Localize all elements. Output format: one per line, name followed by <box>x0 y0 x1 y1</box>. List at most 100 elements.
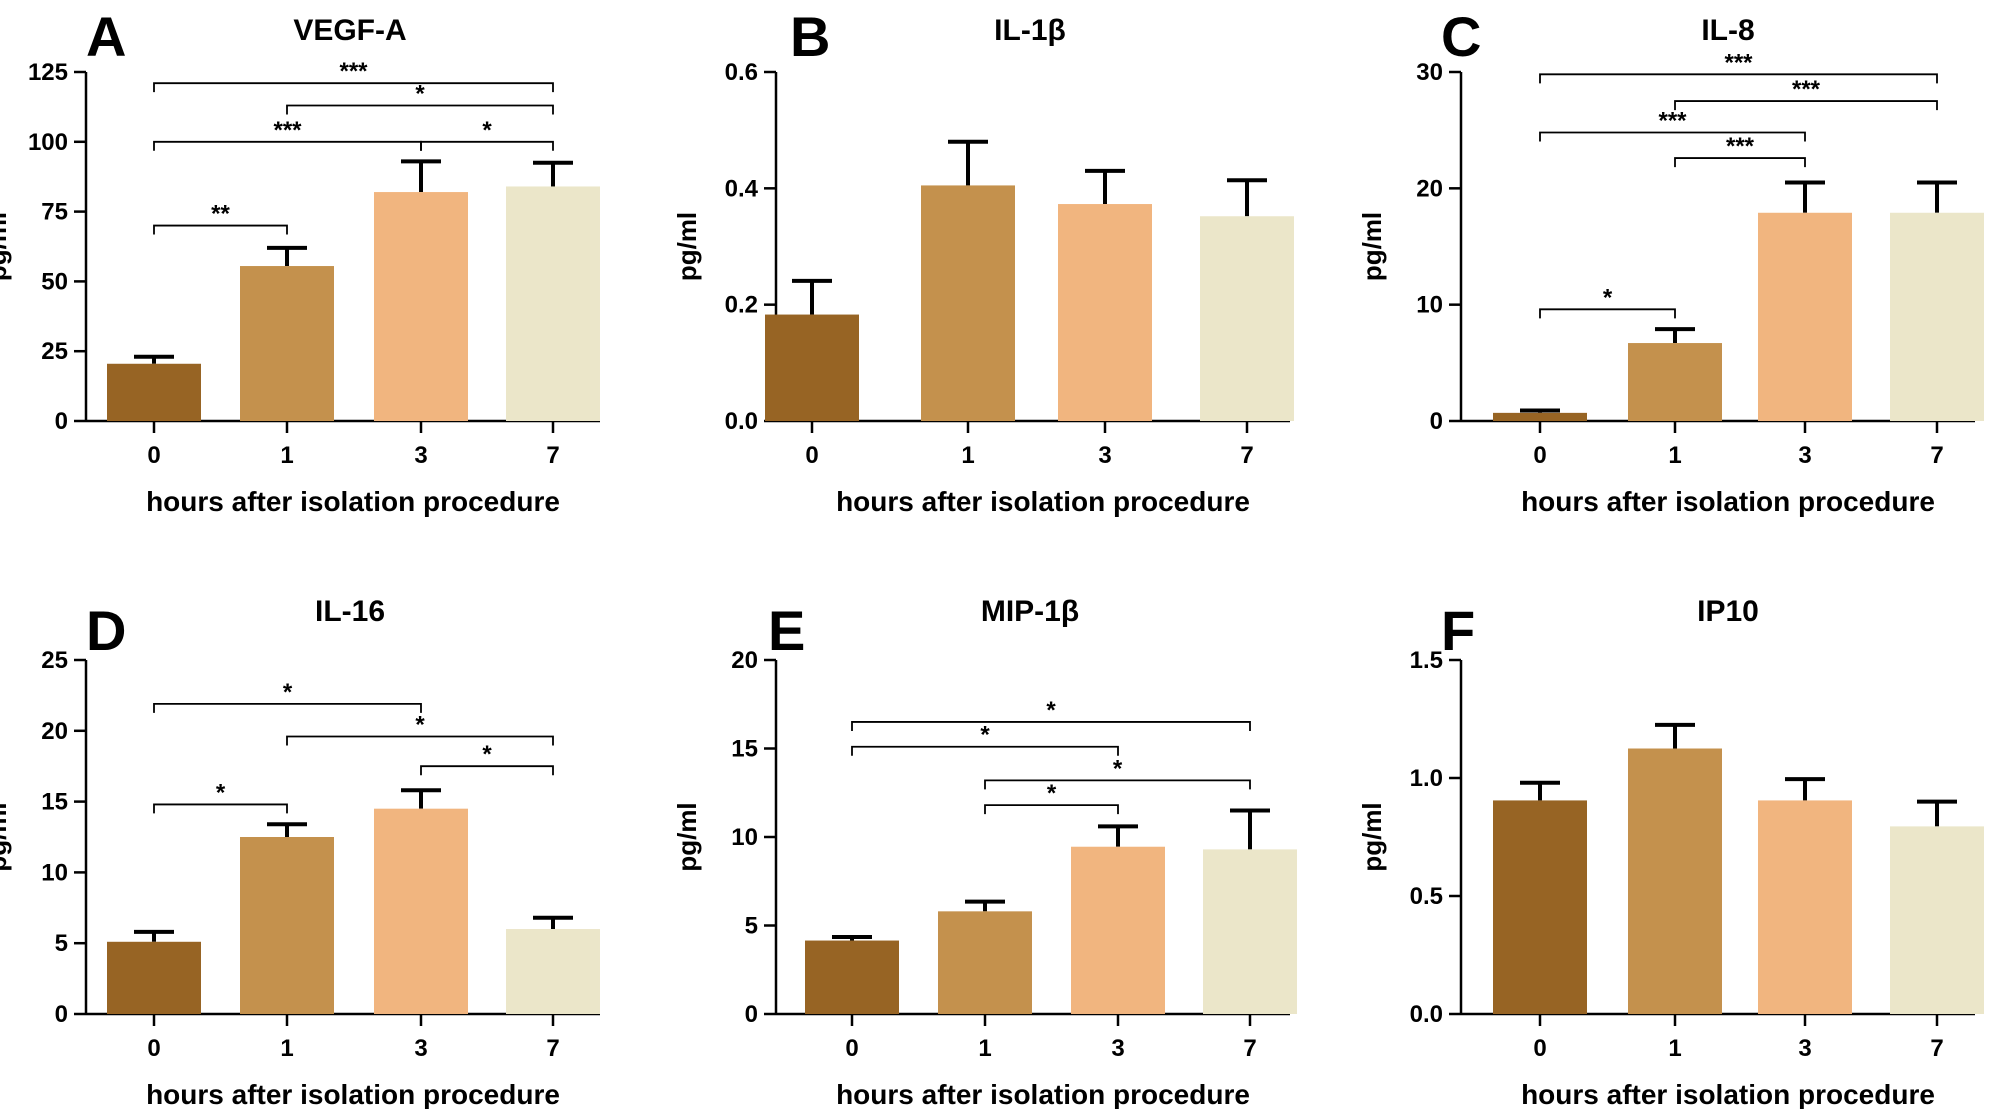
bar-7 <box>506 186 600 421</box>
bar-1 <box>1628 748 1722 1014</box>
y-tick-label: 15 <box>731 736 758 763</box>
significance-label: *** <box>1792 76 1821 103</box>
panel-letter: E <box>768 599 805 662</box>
bar-0 <box>765 314 859 421</box>
significance-bracket <box>153 224 288 235</box>
bar-1 <box>1628 343 1722 421</box>
x-tick-label: 3 <box>1798 442 1811 469</box>
y-tick-label: 25 <box>41 338 68 365</box>
bar-7 <box>1890 212 1984 421</box>
significance-label: *** <box>339 58 368 85</box>
significance-label: * <box>482 741 492 768</box>
significance-label: * <box>1047 780 1057 807</box>
significance-bracket <box>1539 308 1676 319</box>
bar-0 <box>1493 800 1587 1014</box>
significance-bracket <box>1674 100 1938 111</box>
x-tick-label: 0 <box>845 1035 858 1062</box>
x-tick-label: 7 <box>546 442 559 469</box>
x-tick-label: 7 <box>546 1035 559 1062</box>
x-tick-label: 1 <box>978 1035 991 1062</box>
significance-bracket <box>286 735 554 746</box>
significance-bracket <box>153 82 554 93</box>
x-tick-label: 3 <box>414 442 427 469</box>
bar-7 <box>1890 826 1984 1014</box>
y-tick-label: 0 <box>55 408 68 435</box>
y-tick-label: 0.4 <box>725 175 759 202</box>
significance-bracket <box>1539 131 1806 142</box>
x-tick-label: 3 <box>1798 1035 1811 1062</box>
bar-1 <box>921 185 1015 421</box>
x-axis-label: hours after isolation procedure <box>836 1079 1250 1109</box>
bar-7 <box>506 929 600 1014</box>
x-tick-label: 0 <box>1533 1035 1546 1062</box>
significance-bracket <box>420 140 554 151</box>
significance-bracket <box>984 804 1119 815</box>
bar-0 <box>107 941 201 1014</box>
y-tick-label: 50 <box>41 268 68 295</box>
x-tick-label: 0 <box>147 1035 160 1062</box>
y-tick-label: 0 <box>745 1001 758 1028</box>
significance-label: *** <box>1658 107 1687 134</box>
x-tick-label: 3 <box>1098 442 1111 469</box>
significance-label: * <box>1046 697 1056 724</box>
y-tick-label: 20 <box>731 647 758 674</box>
x-axis-label: hours after isolation procedure <box>836 486 1250 517</box>
y-tick-label: 75 <box>41 199 68 226</box>
panel-letter: A <box>86 5 126 68</box>
y-tick-label: 20 <box>1416 175 1443 202</box>
significance-label: * <box>1603 284 1613 311</box>
significance-label: * <box>283 679 293 706</box>
x-axis-label: hours after isolation procedure <box>1521 1079 1935 1109</box>
bar-3 <box>374 192 468 421</box>
y-tick-label: 1.0 <box>1410 765 1443 792</box>
x-tick-label: 0 <box>1533 442 1546 469</box>
significance-label: ** <box>211 201 230 228</box>
significance-bracket <box>851 721 1251 731</box>
bar-1 <box>938 911 1032 1014</box>
x-tick-label: 7 <box>1930 442 1943 469</box>
y-tick-label: 0.0 <box>1410 1001 1443 1028</box>
significance-bracket <box>1674 157 1806 168</box>
y-tick-label: 0 <box>1430 408 1443 435</box>
x-tick-label: 3 <box>1111 1035 1124 1062</box>
y-tick-label: 0.0 <box>725 408 758 435</box>
x-tick-label: 7 <box>1930 1035 1943 1062</box>
x-axis-label: hours after isolation procedure <box>146 486 560 517</box>
y-axis-label: pg/ml <box>1357 802 1387 871</box>
y-axis-label: pg/ml <box>0 212 12 281</box>
panel-letter: B <box>790 5 830 68</box>
panel-a: A VEGF-A 0 25 50 75 100 125 pg/ml 0 1 3 7 hours after… <box>0 5 600 517</box>
y-tick-label: 10 <box>1416 292 1443 319</box>
x-tick-label: 1 <box>961 442 974 469</box>
panel-title: VEGF-A <box>293 14 406 47</box>
panel-letter: C <box>1441 5 1481 68</box>
bar-1 <box>240 266 334 421</box>
y-axis-label: pg/ml <box>1357 212 1387 281</box>
y-axis-label: pg/ml <box>672 212 702 281</box>
panel-title: MIP-1β <box>981 595 1079 628</box>
significance-label: * <box>216 779 226 806</box>
bar-3 <box>374 808 468 1014</box>
y-axis-label: pg/ml <box>0 802 12 871</box>
x-axis-label: hours after isolation procedure <box>1521 486 1935 517</box>
panel-d: D IL-16 0 5 10 15 20 25 pg/ml 0 1 3 7 hours after iso… <box>0 595 600 1109</box>
x-axis-label: hours after isolation procedure <box>146 1079 560 1109</box>
significance-label: *** <box>1726 133 1755 160</box>
x-tick-label: 7 <box>1240 442 1253 469</box>
y-tick-label: 5 <box>745 913 758 940</box>
significance-label: *** <box>273 117 302 144</box>
significance-bracket <box>286 104 554 115</box>
panel-title: IL-16 <box>315 595 385 628</box>
y-tick-label: 5 <box>55 930 68 957</box>
x-tick-label: 0 <box>147 442 160 469</box>
significance-bracket <box>1539 73 1938 84</box>
significance-bracket <box>984 779 1251 790</box>
y-tick-label: 0.2 <box>725 292 758 319</box>
bar-3 <box>1058 204 1152 421</box>
significance-label: * <box>415 711 425 738</box>
y-axis-label: pg/ml <box>672 802 702 871</box>
y-tick-label: 1.5 <box>1410 647 1443 674</box>
bar-1 <box>240 837 334 1014</box>
x-tick-label: 1 <box>1668 442 1681 469</box>
